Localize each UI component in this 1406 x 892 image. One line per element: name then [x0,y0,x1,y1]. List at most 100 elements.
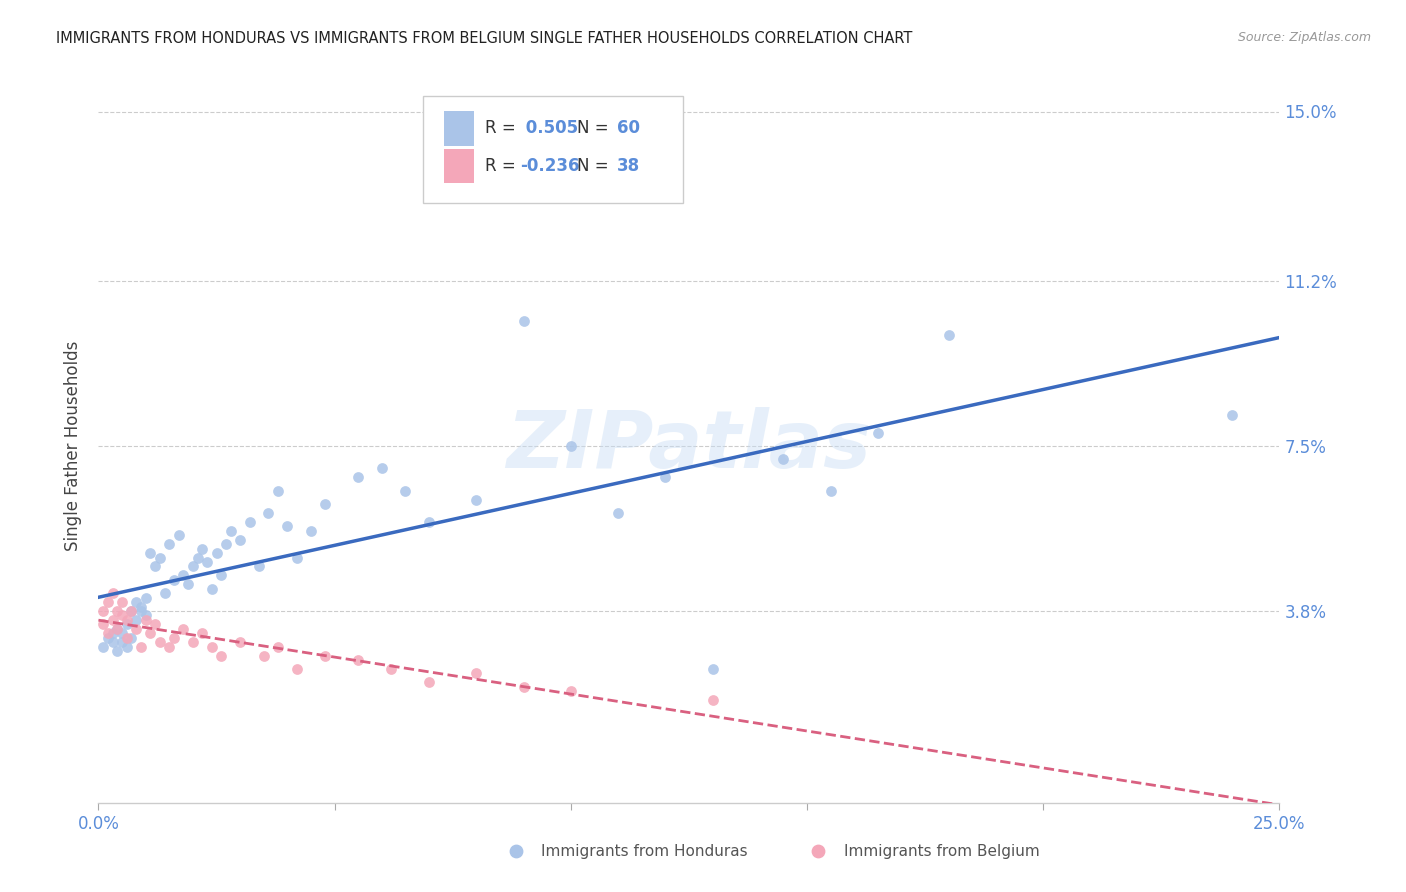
Point [257,506,280,520]
Y-axis label: Single Father Households: Single Father Households [65,341,83,551]
Point [172,622,194,636]
Point [143,617,166,632]
Point [560,439,582,453]
Point [191,626,214,640]
Point [115,613,138,627]
Point [772,452,794,467]
Text: 38: 38 [617,157,640,175]
Text: 0.505: 0.505 [520,120,578,137]
Point [465,492,488,507]
Text: R =: R = [485,120,520,137]
Point [105,644,128,658]
Point [125,622,148,636]
Point [115,617,138,632]
Point [314,648,336,663]
Point [111,595,134,609]
Point [380,662,402,676]
Point [91,604,114,618]
Point [101,613,124,627]
Point [215,537,238,551]
Point [201,582,224,596]
Point [129,599,152,614]
Point [101,635,124,649]
Point [97,595,120,609]
Point [105,622,128,636]
Point [219,524,242,538]
Point [465,666,488,681]
Point [97,631,120,645]
Point [512,680,534,694]
Point [807,844,830,858]
Point [91,640,114,654]
Text: 60: 60 [617,120,640,137]
Point [267,483,290,498]
Text: IMMIGRANTS FROM HONDURAS VS IMMIGRANTS FROM BELGIUM SINGLE FATHER HOUSEHOLDS COR: IMMIGRANTS FROM HONDURAS VS IMMIGRANTS F… [56,31,912,46]
Point [135,613,157,627]
Point [105,604,128,618]
Text: Immigrants from Belgium: Immigrants from Belgium [844,845,1039,859]
Point [125,613,148,627]
Point [115,640,138,654]
Point [314,497,336,511]
Point [253,648,276,663]
Point [394,483,416,498]
Point [1220,408,1243,422]
Point [267,640,290,654]
Point [866,425,889,440]
Point [938,327,960,342]
Point [276,519,298,533]
Text: N =: N = [576,120,613,137]
Point [157,640,180,654]
Point [209,568,232,582]
Point [121,604,143,618]
FancyBboxPatch shape [444,149,474,184]
Point [163,573,186,587]
Text: R =: R = [485,157,520,175]
Point [702,662,724,676]
Point [177,577,200,591]
Point [347,470,370,484]
Point [181,635,204,649]
Point [101,586,124,600]
FancyBboxPatch shape [444,112,474,145]
Point [91,617,114,632]
Point [371,461,394,475]
Point [187,550,209,565]
Point [201,640,224,654]
Point [167,528,190,542]
Point [607,506,630,520]
Point [101,626,124,640]
Point [418,515,440,529]
Point [111,608,134,623]
Point [97,626,120,640]
Point [149,550,172,565]
Point [347,653,370,667]
Point [285,662,308,676]
Point [560,684,582,698]
Point [111,635,134,649]
Point [209,648,232,663]
Point [702,693,724,707]
Point [205,546,228,560]
Point [139,626,162,640]
Point [191,541,214,556]
Point [512,314,534,328]
Point [505,844,527,858]
Text: Immigrants from Honduras: Immigrants from Honduras [541,845,748,859]
Point [111,626,134,640]
Point [285,550,308,565]
Text: N =: N = [576,157,613,175]
Point [115,631,138,645]
Point [125,595,148,609]
Point [163,631,186,645]
Point [229,635,252,649]
Point [121,631,143,645]
Point [135,608,157,623]
Point [181,559,204,574]
Text: ZIPatlas: ZIPatlas [506,407,872,485]
Point [139,546,162,560]
Point [229,533,252,547]
Text: -0.236: -0.236 [520,157,579,175]
Point [129,604,152,618]
Point [153,586,176,600]
